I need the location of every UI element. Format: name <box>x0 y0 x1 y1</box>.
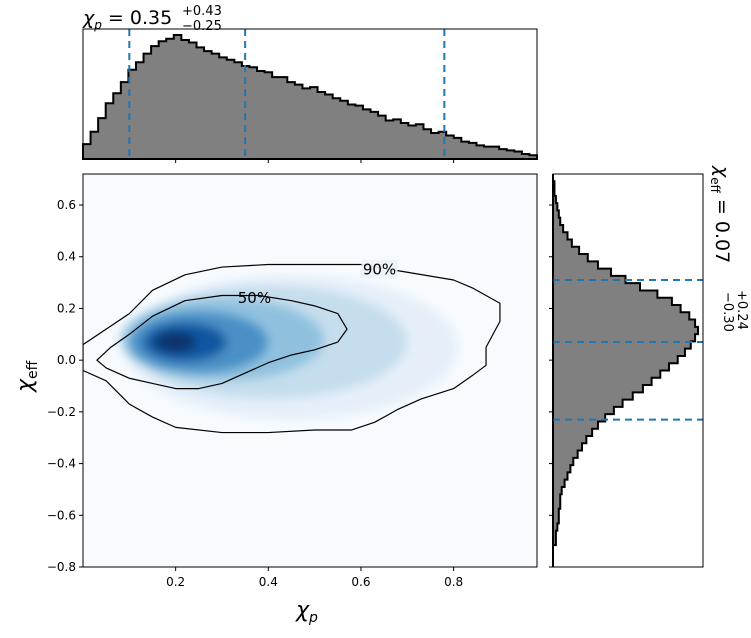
x-tick-label: 0.2 <box>166 575 185 589</box>
top-marginal-quantile-lines <box>128 29 446 159</box>
top-marginal-panel <box>82 28 538 163</box>
right-marginal-frame <box>552 173 704 568</box>
joint-frame <box>82 173 538 568</box>
y-tick-label: 0.0 <box>57 353 76 367</box>
top-marginal-title: χp = 0.35 <box>82 7 172 32</box>
y-tick-label: −0.2 <box>47 405 76 419</box>
top-histogram-step <box>82 34 538 160</box>
right-histogram-step <box>552 174 699 567</box>
contour-50 <box>96 294 348 390</box>
joint-contours <box>83 263 501 434</box>
right-marginal-histogram <box>552 174 699 567</box>
right-marginal-title-sup: +0.24 <box>734 290 749 330</box>
y-tick-label: 0.2 <box>57 301 76 315</box>
joint-contour-labels: 50% 90% <box>238 259 398 307</box>
right-marginal-title-sub: −0.30 <box>720 292 735 332</box>
right-marginal-ticks <box>549 204 553 568</box>
y-tick-label: −0.8 <box>47 560 76 574</box>
y-tick-label: −0.6 <box>47 508 76 522</box>
top-marginal-title-sub: −0.25 <box>182 19 222 34</box>
y-axis-label: χeff <box>13 360 41 393</box>
right-marginal-title: χeff = 0.07 <box>708 165 733 263</box>
joint-y-ticks: 0.6 0.4 0.2 0.0 −0.2 −0.4 −0.6 −0.8 <box>47 198 83 574</box>
y-tick-label: −0.4 <box>47 457 76 471</box>
y-tick-label: 0.6 <box>57 198 76 212</box>
joint-x-ticks: 0.2 0.4 0.6 0.8 <box>166 567 463 589</box>
top-marginal-frame <box>82 28 538 160</box>
contour-90 <box>83 263 501 434</box>
x-tick-label: 0.4 <box>259 575 278 589</box>
y-tick-label: 0.4 <box>57 250 76 264</box>
top-marginal-ticks <box>175 159 455 163</box>
contour-label-bg <box>361 259 398 278</box>
top-marginal-title-sup: +0.43 <box>182 4 222 19</box>
joint-panel: 50% 90% 0.2 0.4 0.6 0.8 0.6 0.4 0.2 0.0 −0.2 −0.4… <box>47 173 538 589</box>
x-tick-label: 0.6 <box>351 575 370 589</box>
right-marginal-quantile-lines <box>553 279 703 421</box>
density-blob <box>154 331 197 353</box>
top-marginal-histogram <box>82 34 538 160</box>
contour-label: 50% <box>238 289 271 307</box>
contour-label: 90% <box>363 261 396 279</box>
x-axis-label: χp <box>295 598 318 626</box>
x-tick-label: 0.8 <box>444 575 463 589</box>
right-marginal-panel <box>549 173 704 568</box>
